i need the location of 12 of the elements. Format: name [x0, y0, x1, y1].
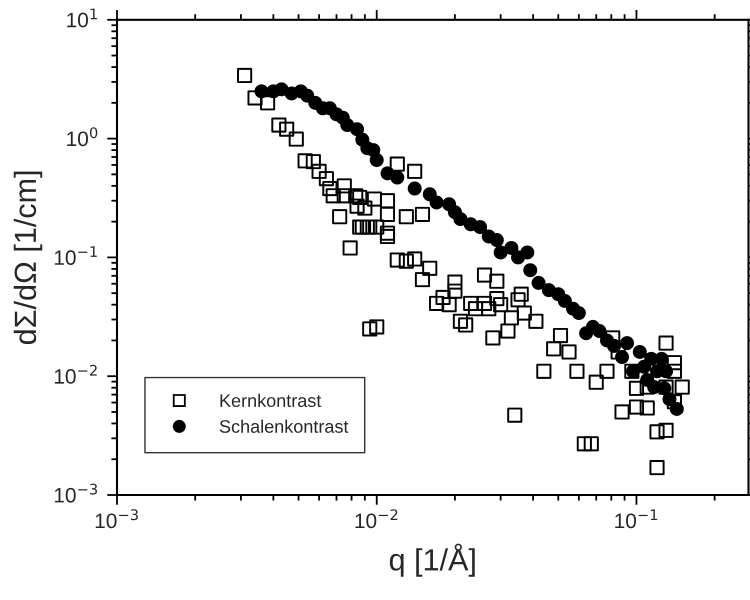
- y-tick-label: 10$^{−2}$: [54, 364, 97, 384]
- x-tick-label: 10$^{−1}$: [615, 509, 658, 528]
- x-tick-label: 10$^{−3}$: [96, 509, 138, 528]
- x-tick-label: 10$^{−2}$: [356, 509, 398, 528]
- y-tick-label: 10$^{−1}$: [54, 246, 97, 266]
- legend-label: Kernkontrast: [220, 394, 322, 408]
- x-axis-title: q [1/Å]: [390, 544, 475, 577]
- y-axis-title: dΣ/dΩ [1/cm]: [14, 172, 42, 344]
- y-tick-label: 10$^{−3}$: [54, 484, 98, 503]
- y-tick-label: 10$^{1}$: [67, 8, 97, 28]
- y-tick-label: 10$^{0}$: [67, 127, 98, 146]
- legend-label: Schalenkontrast: [220, 420, 348, 433]
